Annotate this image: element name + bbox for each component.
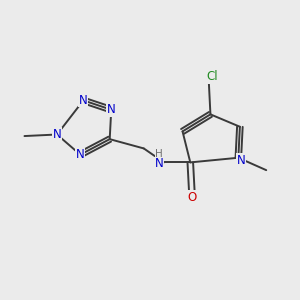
Text: N: N <box>107 103 116 116</box>
Text: N: N <box>155 158 164 170</box>
Text: Cl: Cl <box>206 70 218 83</box>
Text: O: O <box>187 191 196 204</box>
Text: H: H <box>155 149 163 159</box>
Text: N: N <box>237 154 246 167</box>
Text: N: N <box>52 128 62 141</box>
Text: N: N <box>79 94 88 107</box>
Text: N: N <box>76 148 85 161</box>
